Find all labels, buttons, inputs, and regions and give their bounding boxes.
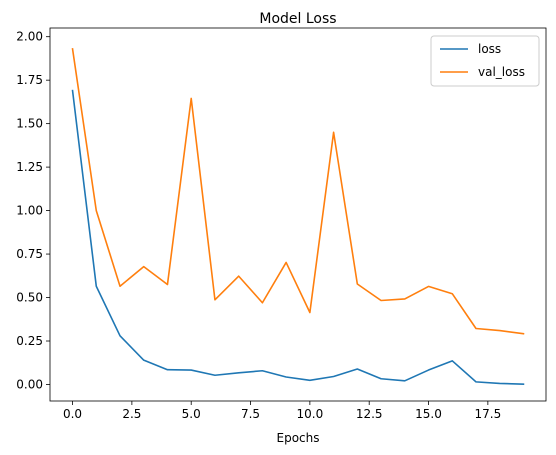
y-tick-label: 1.00 xyxy=(16,204,43,218)
y-tick-label: 0.25 xyxy=(16,334,43,348)
x-axis-label: Epochs xyxy=(277,431,320,445)
x-tick-label: 2.5 xyxy=(122,407,141,421)
y-axis: 0.00 0.25 0.50 0.75 1.00 1.25 1.50 1.75 2.00 xyxy=(16,30,50,391)
legend-label-loss: loss xyxy=(478,42,501,56)
legend-label-val-loss: val_loss xyxy=(478,65,525,79)
x-tick-label: 5.0 xyxy=(182,407,201,421)
y-tick-label: 0.50 xyxy=(16,291,43,305)
series-line-loss xyxy=(71,89,525,385)
x-tick-label: 7.5 xyxy=(241,407,260,421)
y-tick-label: 2.00 xyxy=(16,30,43,44)
y-tick-label: 1.50 xyxy=(16,117,43,131)
x-tick-label: 15.0 xyxy=(415,407,442,421)
x-axis: 0.0 2.5 5.0 7.5 10.0 12.5 15.0 17.5 xyxy=(63,401,501,421)
chart-title: Model Loss xyxy=(259,11,336,27)
legend: loss val_loss xyxy=(430,35,540,87)
plot-frame xyxy=(49,27,547,402)
x-tick-label: 0.0 xyxy=(63,407,82,421)
series-line-val-loss xyxy=(71,47,525,335)
x-tick-label: 17.5 xyxy=(474,407,501,421)
y-tick-label: 1.25 xyxy=(16,160,43,174)
y-tick-label: 1.75 xyxy=(16,73,43,87)
series-layer xyxy=(71,47,525,385)
y-tick-label: 0.00 xyxy=(16,377,43,391)
x-tick-label: 10.0 xyxy=(297,407,324,421)
x-tick-label: 12.5 xyxy=(356,407,383,421)
y-tick-label: 0.75 xyxy=(16,247,43,261)
